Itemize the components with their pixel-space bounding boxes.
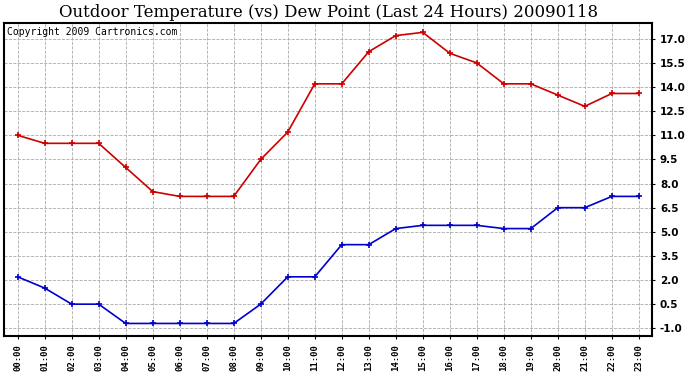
Text: Copyright 2009 Cartronics.com: Copyright 2009 Cartronics.com [8,27,178,38]
Title: Outdoor Temperature (vs) Dew Point (Last 24 Hours) 20090118: Outdoor Temperature (vs) Dew Point (Last… [59,4,598,21]
